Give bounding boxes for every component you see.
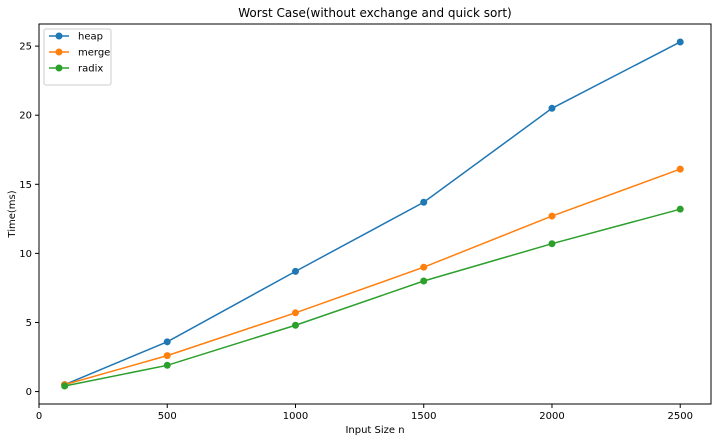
data-point-merge [163, 352, 171, 360]
data-point-merge [676, 165, 684, 173]
series-line-heap [64, 41, 681, 386]
series-line-radix [64, 208, 681, 387]
data-point-merge [420, 263, 428, 271]
legend: heap merge radix [43, 28, 112, 86]
y-axis: 0 5 10 15 20 25 [19, 42, 39, 398]
legend-label-heap: heap [78, 32, 103, 43]
data-point-merge [548, 212, 556, 220]
y-tick-label: 10 [19, 249, 32, 260]
data-point-radix [548, 240, 556, 248]
data-point-merge [291, 309, 299, 317]
data-point-radix [291, 321, 299, 329]
data-point-heap [163, 338, 171, 346]
chart-title: Worst Case(without exchange and quick so… [238, 6, 511, 20]
x-tick-label: 500 [158, 411, 177, 422]
legend-label-merge: merge [78, 48, 110, 59]
x-tick-label: 2500 [667, 411, 692, 422]
plot-frame [38, 23, 712, 405]
legend-label-radix: radix [78, 64, 103, 75]
data-point-radix [163, 361, 171, 369]
data-point-heap [676, 38, 684, 46]
y-tick-label: 15 [19, 180, 32, 191]
legend-marker-merge [55, 48, 63, 56]
legend-marker-radix [55, 64, 63, 72]
y-tick-label: 5 [26, 318, 32, 329]
series-line-merge [64, 168, 681, 386]
data-point-heap [420, 198, 428, 206]
y-tick-label: 20 [19, 111, 32, 122]
x-axis: 0 500 1000 1500 2000 2500 [36, 404, 693, 422]
data-point-radix [61, 382, 69, 390]
y-axis-title: Time(ms) [7, 190, 18, 238]
x-tick-label: 1500 [411, 411, 436, 422]
legend-marker-heap [55, 32, 63, 40]
x-tick-label: 2000 [539, 411, 564, 422]
x-tick-label: 0 [36, 411, 42, 422]
x-tick-label: 1000 [283, 411, 308, 422]
y-tick-label: 25 [19, 42, 32, 53]
plot-area [61, 38, 684, 390]
x-axis-title: Input Size n [345, 425, 404, 436]
data-point-heap [291, 267, 299, 275]
data-point-radix [676, 205, 684, 213]
y-tick-label: 0 [26, 387, 32, 398]
data-point-heap [548, 104, 556, 112]
data-point-radix [420, 277, 428, 285]
